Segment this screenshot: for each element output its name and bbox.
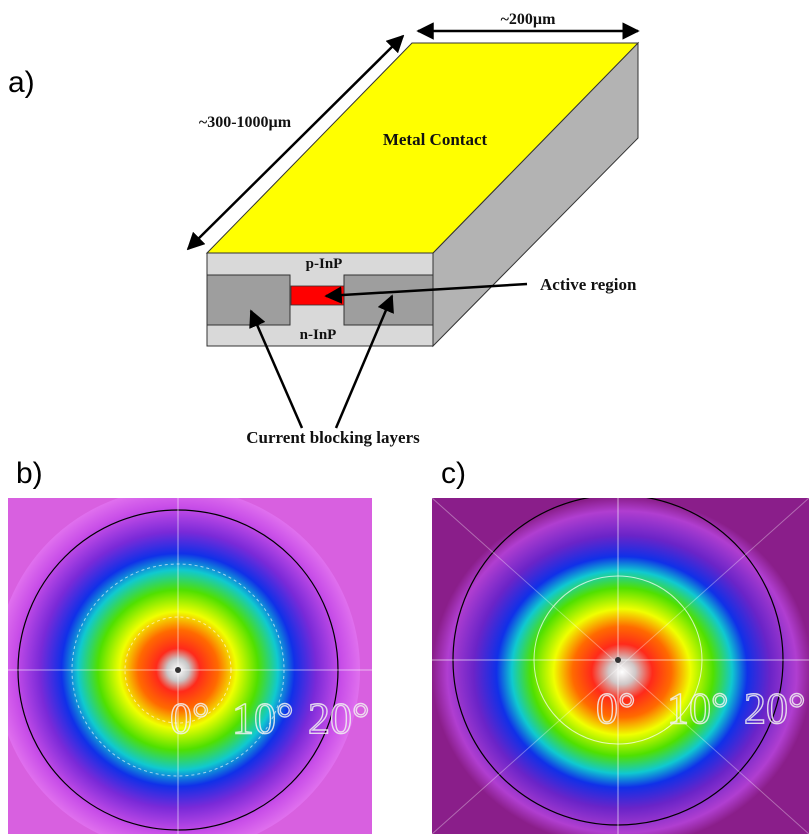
far-field-c-tick-20: 20° (744, 684, 806, 733)
p-inp-label: p-InP (306, 256, 343, 272)
far-field-plot-b: 0° 10° 20° (8, 498, 372, 834)
far-field-b-tick-0: 0° (170, 694, 210, 743)
far-field-b-tick-20: 20° (308, 694, 370, 743)
far-field-c-center (615, 657, 621, 663)
blocking-arrow-right (334, 294, 394, 429)
active-region-arrow (324, 282, 528, 304)
far-field-c-diag-2 (432, 498, 809, 834)
blocking-arrow-left (249, 309, 304, 429)
far-field-b-center (175, 667, 181, 673)
width-label: ~200µm (501, 11, 557, 28)
panel-label-c: c) (441, 457, 466, 490)
far-field-c-tick-0: 0° (596, 684, 636, 733)
far-field-c-intensity (432, 498, 809, 834)
far-field-c-diag-1 (432, 498, 809, 834)
metal-contact-label: Metal Contact (383, 130, 488, 149)
blocking-layer-right (343, 274, 434, 326)
far-field-c-tick-10: 10° (667, 684, 729, 733)
far-field-b-tick-10: 10° (232, 694, 294, 743)
length-label: ~300-1000µm (199, 114, 292, 131)
length-dimension-arrow (186, 34, 405, 251)
n-inp-label: n-InP (300, 327, 337, 343)
far-field-b-intensity (8, 498, 360, 834)
panel-label-b: b) (16, 457, 43, 490)
blocking-layer-left (206, 274, 291, 326)
laser-chip-diagram: ~200µm ~300-1000µm Metal Contact p-InP n… (186, 11, 640, 447)
blocking-layers-label: Current blocking layers (246, 428, 420, 447)
far-field-plot-c: 0° 10° 20° (432, 498, 809, 834)
panel-label-a: a) (8, 66, 35, 99)
active-region-label: Active region (540, 275, 637, 294)
